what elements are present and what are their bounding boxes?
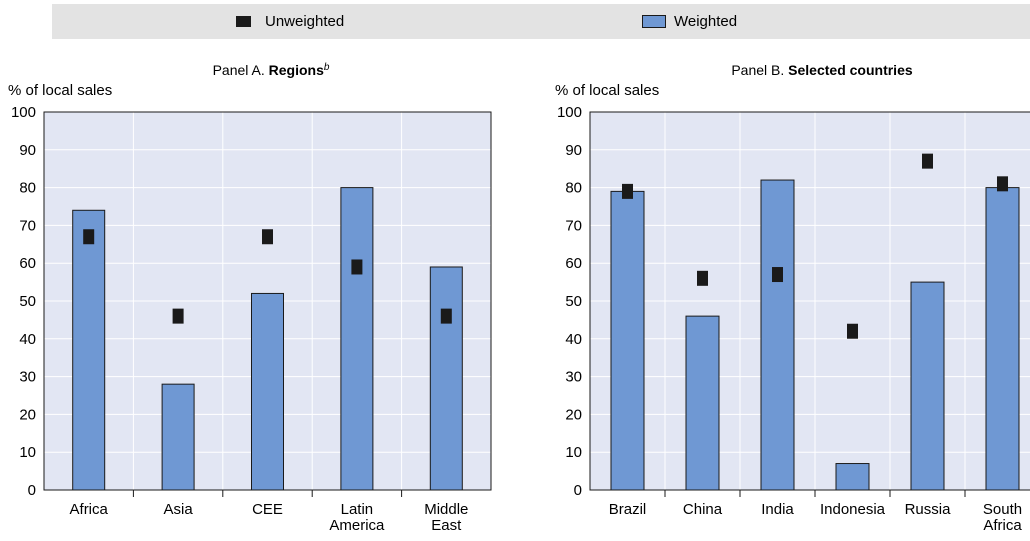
y-tick-label: 20 — [19, 406, 36, 423]
legend-item-unweighted: Unweighted — [236, 13, 344, 30]
y-tick-label: 40 — [565, 331, 582, 348]
bar-weighted — [910, 281, 945, 491]
panel-title-superscript: b — [324, 62, 330, 73]
legend-item-weighted: Weighted — [642, 13, 737, 30]
bar-weighted — [429, 266, 463, 491]
bar-weighted — [340, 187, 374, 491]
marker-unweighted — [351, 259, 363, 275]
category-label: Africa — [70, 501, 109, 518]
marker-unweighted — [847, 323, 858, 339]
bar-weighted — [760, 179, 795, 491]
y-tick-label: 80 — [565, 180, 582, 197]
chart-panel-a: 0 10 20 30 40 50 60 70 80 90 100 Africa Asia CEE Latin… — [8, 62, 492, 534]
weighted-bar-icon — [642, 15, 666, 28]
marker-unweighted — [83, 229, 95, 245]
category-label: Middle — [424, 501, 468, 518]
y-tick-label: 30 — [19, 369, 36, 386]
y-tick-label: 70 — [19, 217, 36, 234]
panel-title: Panel A. Regionsb — [213, 62, 330, 78]
y-tick-label: 100 — [11, 104, 36, 121]
y-axis-unit-label: % of local sales — [555, 82, 659, 99]
y-tick-label: 50 — [565, 293, 582, 310]
legend: Unweighted Weighted — [52, 4, 1030, 39]
category-label: South — [983, 501, 1022, 518]
bar-weighted — [685, 315, 720, 491]
y-tick-label: 80 — [19, 180, 36, 197]
bar-weighted — [251, 292, 284, 491]
marker-unweighted — [922, 153, 933, 169]
panel-title-prefix: Panel A. — [213, 62, 269, 78]
panel-title-prefix: Panel B. — [731, 62, 788, 78]
unweighted-marker-icon — [236, 16, 251, 27]
panel-title: Panel B. Selected countries — [731, 62, 913, 78]
category-label: CEE — [252, 501, 283, 518]
y-tick-label: 90 — [565, 142, 582, 159]
y-tick-label: 60 — [19, 255, 36, 272]
bar-weighted — [161, 383, 195, 491]
category-label: Russia — [905, 501, 952, 518]
panel-title-bold: Regions — [269, 62, 324, 78]
category-label: Indonesia — [820, 501, 886, 518]
plot-frame — [43, 111, 492, 491]
category-label: Brazil — [609, 501, 647, 518]
y-tick-label: 90 — [19, 142, 36, 159]
legend-label-unweighted: Unweighted — [265, 13, 345, 30]
marker-unweighted — [622, 183, 633, 199]
y-tick-label: 50 — [19, 293, 36, 310]
bar-weighted — [72, 209, 106, 491]
bar-weighted — [985, 187, 1020, 491]
y-tick-label: 10 — [19, 444, 36, 461]
marker-unweighted — [997, 176, 1008, 192]
y-tick-label: 0 — [574, 482, 582, 499]
y-tick-label: 60 — [565, 255, 582, 272]
bar-weighted — [835, 463, 870, 491]
category-label: Asia — [164, 501, 194, 518]
category-label: Africa — [983, 517, 1022, 534]
panel-title-bold: Selected countries — [788, 62, 913, 78]
bar-weighted — [610, 190, 645, 491]
category-label: India — [761, 501, 794, 518]
marker-unweighted — [172, 308, 184, 324]
chart-panel-b: 0 10 20 30 40 50 60 70 80 90 100 Brazil China India In… — [555, 62, 1030, 534]
y-tick-label: 40 — [19, 331, 36, 348]
marker-unweighted — [440, 308, 452, 324]
y-tick-label: 10 — [565, 444, 582, 461]
legend-label-weighted: Weighted — [674, 13, 738, 30]
category-label: Latin — [341, 501, 374, 518]
category-label: East — [431, 517, 462, 534]
y-tick-label: 100 — [557, 104, 582, 121]
y-tick-label: 70 — [565, 217, 582, 234]
category-label: China — [683, 501, 723, 518]
y-axis-unit-label: % of local sales — [8, 82, 112, 99]
marker-unweighted — [262, 229, 273, 245]
marker-unweighted — [697, 270, 708, 286]
y-tick-label: 0 — [28, 482, 36, 499]
marker-unweighted — [772, 267, 783, 283]
y-tick-label: 30 — [565, 369, 582, 386]
category-label: America — [329, 517, 385, 534]
y-tick-label: 20 — [565, 406, 582, 423]
